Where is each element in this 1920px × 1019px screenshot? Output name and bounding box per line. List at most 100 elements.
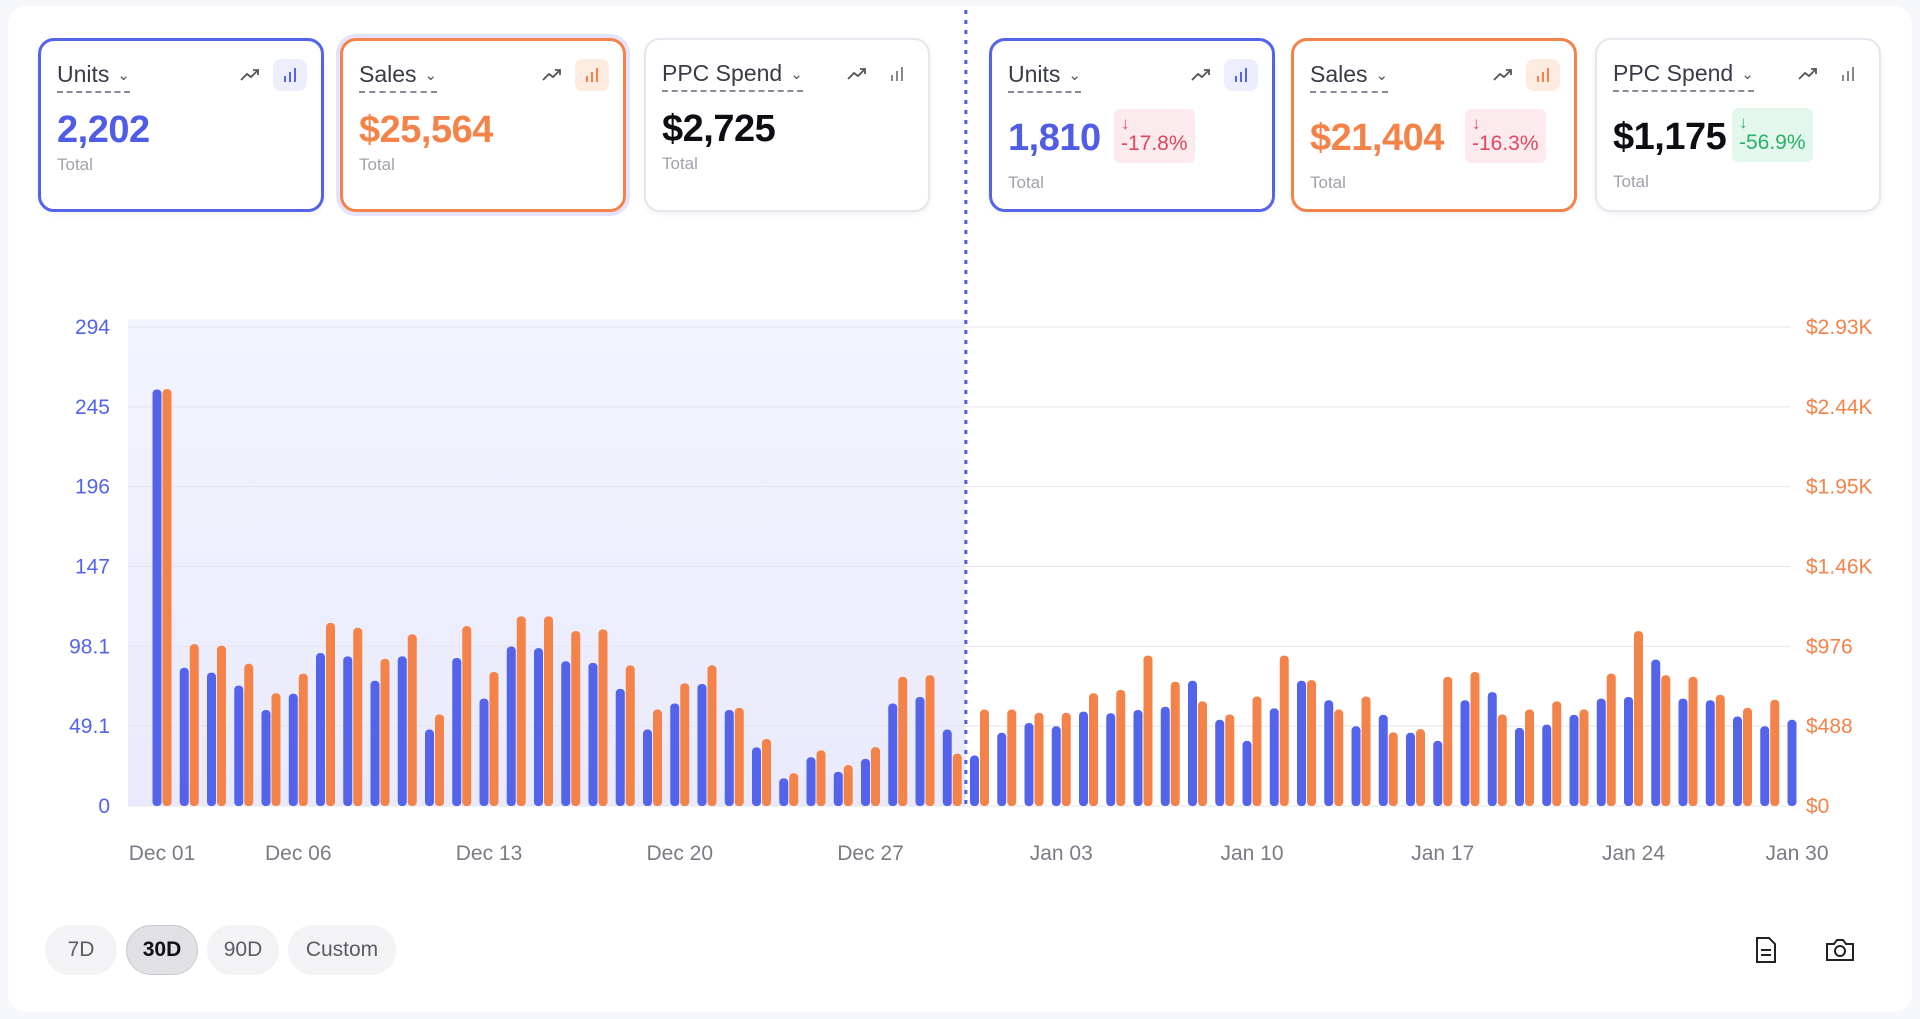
x-axis-tick-label: Dec 13 <box>456 842 523 865</box>
ppc-total-value: $1,175 <box>1613 116 1727 158</box>
units-bar <box>697 683 707 806</box>
units-bar <box>1460 700 1470 806</box>
units-bar <box>1160 706 1170 806</box>
units-bar <box>970 755 979 806</box>
document-icon <box>1756 937 1776 963</box>
ppc-metric-selector[interactable]: PPC Spend ⌄ <box>1613 60 1754 92</box>
bar-chart-toggle-icon[interactable] <box>575 59 609 91</box>
bar-chart-toggle-icon[interactable] <box>273 59 307 91</box>
units-bar <box>452 657 462 806</box>
units-bar <box>179 667 189 806</box>
sales-bar <box>1743 707 1752 806</box>
units-bar <box>1487 692 1497 806</box>
units-bar <box>724 710 734 806</box>
range-custom-button[interactable]: Custom <box>288 925 396 975</box>
units-total-label: Total <box>57 155 93 174</box>
sales-bar <box>1225 714 1235 806</box>
ppc-metric-selector[interactable]: PPC Spend ⌄ <box>662 60 803 92</box>
sales-bar <box>1252 696 1262 806</box>
units-bar <box>888 703 898 806</box>
export-report-button[interactable] <box>1748 932 1784 968</box>
card-title: PPC Spend <box>1613 60 1734 86</box>
sales-bar <box>244 663 254 806</box>
right-axis-tick-label: $0 <box>1806 795 1829 818</box>
units-bar <box>561 661 571 806</box>
sales-bar <box>952 753 962 806</box>
sales-bar <box>1443 676 1453 806</box>
units-bar <box>615 688 625 806</box>
range-90d-button[interactable]: 90D <box>207 925 279 975</box>
sales-bar <box>1198 701 1207 806</box>
units-total-value: 1,810 <box>1008 117 1101 159</box>
chevron-down-icon: ⌄ <box>1741 65 1754 83</box>
units-bar <box>1569 714 1579 806</box>
sales-bar <box>843 765 853 806</box>
right-axis-tick-label: $1.46K <box>1806 556 1873 579</box>
line-chart-toggle-icon[interactable] <box>233 59 267 91</box>
sales-bar <box>298 673 308 806</box>
x-axis-tick-label: Jan 30 <box>1765 842 1828 865</box>
chevron-down-icon: ⌄ <box>1068 66 1081 84</box>
sales-bar <box>462 626 472 806</box>
card-title: PPC Spend <box>662 60 783 86</box>
sales-bar <box>680 683 690 806</box>
right-axis-tick-label: $976 <box>1806 635 1853 658</box>
line-chart-toggle-icon[interactable] <box>1486 59 1520 91</box>
screenshot-button[interactable] <box>1822 932 1858 968</box>
line-chart-toggle-icon[interactable] <box>535 59 569 91</box>
left-axis-tick-label: 49.1 <box>69 715 110 738</box>
sales-metric-selector[interactable]: Sales ⌄ <box>359 61 438 93</box>
units-bar <box>316 653 325 806</box>
sales-bar <box>271 693 281 806</box>
units-bar <box>806 757 816 806</box>
sales-bar <box>1143 655 1153 806</box>
line-chart-toggle-icon[interactable] <box>1791 58 1825 90</box>
sales-bar <box>1170 681 1180 806</box>
bar-chart-toggle-icon[interactable] <box>1526 59 1560 91</box>
sales-bar <box>707 665 717 806</box>
units-metric-selector[interactable]: Units ⌄ <box>1008 61 1081 93</box>
units-card-comparison[interactable]: Units ⌄ 1,810 ↓ -17.8% Total <box>989 38 1275 212</box>
sales-bar <box>734 707 744 806</box>
ppc-delta-badge: ↓ -56.9% <box>1732 108 1813 162</box>
units-bar <box>1378 714 1388 806</box>
units-bar <box>479 698 489 806</box>
x-axis-tick-label: Dec 06 <box>265 842 332 865</box>
units-bar <box>1787 719 1797 806</box>
bar-chart-toggle-icon[interactable] <box>880 58 914 90</box>
line-chart-toggle-icon[interactable] <box>1184 59 1218 91</box>
units-bar <box>1324 700 1334 806</box>
ppc-spend-card-current[interactable]: PPC Spend ⌄ $2,725 Total <box>644 38 930 212</box>
units-bar <box>1079 711 1088 806</box>
sales-bar <box>898 676 908 806</box>
sales-card-current[interactable]: Sales ⌄ $25,564 Total <box>340 38 626 212</box>
sales-bar <box>326 622 335 806</box>
x-axis-tick-label: Jan 17 <box>1411 842 1474 865</box>
range-7d-button[interactable]: 7D <box>45 925 117 975</box>
sales-bar <box>1089 693 1098 806</box>
units-bar <box>152 389 162 806</box>
sales-bar <box>217 645 226 806</box>
range-30d-button[interactable]: 30D <box>126 925 198 975</box>
x-axis-tick-label: Dec 27 <box>837 842 904 865</box>
sales-bar <box>1552 701 1562 806</box>
ppc-spend-card-comparison[interactable]: PPC Spend ⌄ $1,175 ↓ -56.9% Total <box>1595 38 1881 212</box>
bar-chart-toggle-icon[interactable] <box>1224 59 1258 91</box>
units-bar <box>752 747 761 806</box>
line-chart-toggle-icon[interactable] <box>840 58 874 90</box>
sales-bar <box>871 747 880 806</box>
units-bar <box>397 656 407 806</box>
right-axis-tick-label: $2.44K <box>1806 396 1873 419</box>
sales-bar <box>1497 714 1507 806</box>
units-card-current[interactable]: Units ⌄ 2,202 Total <box>38 38 324 212</box>
units-bar <box>425 729 434 806</box>
sales-bar <box>1661 675 1671 806</box>
units-bar <box>779 778 789 806</box>
sales-bar <box>1388 732 1398 806</box>
bar-chart-toggle-icon[interactable] <box>1831 58 1865 90</box>
units-metric-selector[interactable]: Units ⌄ <box>57 61 130 93</box>
sales-card-comparison[interactable]: Sales ⌄ $21,404 ↓ -16.3% Total <box>1291 38 1577 212</box>
ppc-total-value: $2,725 <box>662 108 776 150</box>
sales-metric-selector[interactable]: Sales ⌄ <box>1310 61 1389 93</box>
